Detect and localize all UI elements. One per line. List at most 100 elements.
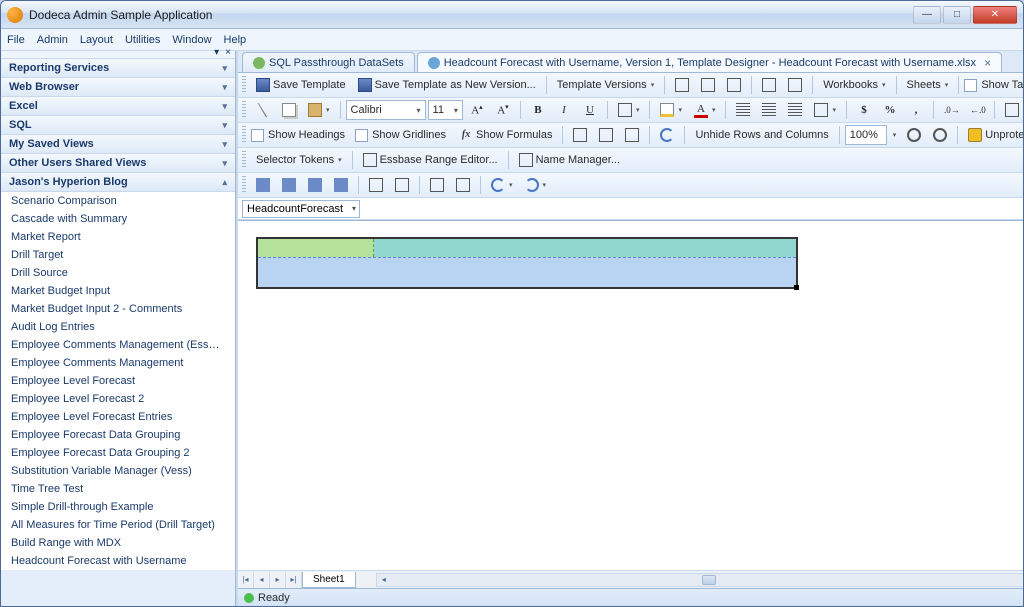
sidebar-item[interactable]: Substitution Variable Manager (Vess) <box>1 462 235 480</box>
sidebar-close-icon[interactable]: × <box>225 47 231 58</box>
tpl-btn-2[interactable] <box>696 75 720 95</box>
font-select[interactable]: Calibri <box>346 100 426 120</box>
name-manager-button[interactable]: Name Manager... <box>514 150 625 170</box>
border-button[interactable]: ▾ <box>613 100 645 120</box>
sidebar-item[interactable]: Cascade with Summary <box>1 210 235 228</box>
menu-utilities[interactable]: Utilities <box>125 34 160 46</box>
zoom-input[interactable]: 100% <box>845 125 887 145</box>
essbase-range-editor-button[interactable]: Essbase Range Editor... <box>358 150 503 170</box>
scroll-left-icon[interactable]: ◂ <box>377 574 391 586</box>
paste-button[interactable]: ▾ <box>303 100 335 120</box>
ess-btn-8[interactable] <box>451 175 475 195</box>
tpl-btn-3[interactable] <box>722 75 746 95</box>
save-template-button[interactable]: Save Template <box>251 75 351 95</box>
freeze-button-1[interactable] <box>568 125 592 145</box>
ess-btn-6[interactable] <box>390 175 414 195</box>
ess-btn-7[interactable] <box>425 175 449 195</box>
ess-btn-3[interactable] <box>303 175 327 195</box>
sidebar-item[interactable]: Drill Target <box>1 246 235 264</box>
undo-button[interactable] <box>655 125 679 145</box>
ess-btn-5[interactable] <box>364 175 388 195</box>
sidebar-section-reporting-services[interactable]: Reporting Services▾ <box>1 59 235 78</box>
tab-sql-passthrough[interactable]: SQL Passthrough DataSets <box>242 52 415 72</box>
menu-admin[interactable]: Admin <box>37 34 68 46</box>
toolbar-grip[interactable] <box>242 151 246 169</box>
sidebar-section-web-browser[interactable]: Web Browser▾ <box>1 78 235 97</box>
sheet-tab-sheet1[interactable]: Sheet1 <box>302 572 356 588</box>
sidebar-section-sql[interactable]: SQL▾ <box>1 116 235 135</box>
sidebar-item[interactable]: Employee Comments Management <box>1 354 235 372</box>
copy-button[interactable] <box>277 100 301 120</box>
ess-btn-2[interactable] <box>277 175 301 195</box>
close-button[interactable]: ✕ <box>973 6 1017 24</box>
tpl-btn-4[interactable] <box>757 75 781 95</box>
scroll-thumb[interactable] <box>702 575 716 585</box>
ess-redo-button[interactable]: ▾ <box>520 175 552 195</box>
sidebar-item[interactable]: Employee Forecast Data Grouping 2 <box>1 444 235 462</box>
sidebar-item[interactable]: Scenario Comparison <box>1 192 235 210</box>
sheet-nav-first[interactable]: |◂ <box>238 572 254 588</box>
sidebar-item[interactable]: Employee Level Forecast 2 <box>1 390 235 408</box>
align-left-button[interactable] <box>731 100 755 120</box>
freeze-button-3[interactable] <box>620 125 644 145</box>
horizontal-scrollbar[interactable]: ◂ ▸ <box>376 573 1024 587</box>
sidebar-item[interactable]: Market Budget Input 2 - Comments <box>1 300 235 318</box>
sidebar-item[interactable]: Market Budget Input <box>1 282 235 300</box>
freeze-button-2[interactable] <box>594 125 618 145</box>
toolbar-grip[interactable] <box>242 101 246 119</box>
ess-btn-4[interactable] <box>329 175 353 195</box>
dec-decimal-button[interactable]: ←.0 <box>965 100 989 120</box>
tab-close-icon[interactable]: × <box>984 56 991 70</box>
show-formulas-button[interactable]: fxShow Formulas <box>454 125 557 145</box>
unhide-button[interactable]: Unhide Rows and Columns <box>690 125 833 145</box>
save-template-as-button[interactable]: Save Template as New Version... <box>353 75 541 95</box>
align-right-button[interactable] <box>783 100 807 120</box>
tab-headcount-forecast[interactable]: Headcount Forecast with Username, Versio… <box>417 52 1002 72</box>
sidebar-item[interactable]: Audit Log Entries <box>1 318 235 336</box>
sidebar-pin-icon[interactable]: ▾ <box>214 47 219 58</box>
sidebar-section-jason-s-hyperion-blog[interactable]: Jason's Hyperion Blog▴ <box>1 173 235 192</box>
spreadsheet[interactable]: ▲ ▼ <box>238 220 1024 570</box>
minimize-button[interactable]: — <box>913 6 941 24</box>
tpl-btn-1[interactable] <box>670 75 694 95</box>
inc-decimal-button[interactable]: .0→ <box>939 100 963 120</box>
align-center-button[interactable] <box>757 100 781 120</box>
zoom-out-button[interactable] <box>928 125 952 145</box>
show-gridlines-checkbox[interactable] <box>355 129 368 142</box>
sidebar-section-other-users-shared-views[interactable]: Other Users Shared Views▾ <box>1 154 235 173</box>
unprotect-sheet-button[interactable]: Unprotect Sheet <box>963 125 1024 145</box>
name-box[interactable]: HeadcountForecast <box>242 200 360 218</box>
sidebar-item[interactable]: Headcount Forecast with Username <box>1 552 235 570</box>
menu-help[interactable]: Help <box>224 34 247 46</box>
sidebar-item[interactable]: Market Report <box>1 228 235 246</box>
underline-button[interactable]: U <box>578 100 602 120</box>
ess-undo-button[interactable]: ▾ <box>486 175 518 195</box>
comma-button[interactable]: , <box>904 100 928 120</box>
show-tabs-checkbox[interactable] <box>964 79 977 92</box>
bold-button[interactable]: B <box>526 100 550 120</box>
toolbar-grip[interactable] <box>242 76 246 94</box>
zoom-in-button[interactable] <box>902 125 926 145</box>
menu-file[interactable]: File <box>7 34 25 46</box>
sidebar-item[interactable]: Drill Source <box>1 264 235 282</box>
sidebar-item[interactable]: Build Range with MDX <box>1 534 235 552</box>
sidebar-section-my-saved-views[interactable]: My Saved Views▾ <box>1 135 235 154</box>
font-size-select[interactable]: 11 <box>428 100 463 120</box>
shrink-font-button[interactable]: A▾ <box>491 100 515 120</box>
show-headings-checkbox[interactable] <box>251 129 264 142</box>
workbooks-dropdown[interactable]: Workbooks▾ <box>818 75 890 95</box>
ess-btn-1[interactable] <box>251 175 275 195</box>
merge-button[interactable]: ▾ <box>809 100 841 120</box>
sidebar-item[interactable]: Employee Forecast Data Grouping <box>1 426 235 444</box>
sheets-dropdown[interactable]: Sheets▾ <box>902 75 954 95</box>
sidebar-item[interactable]: Employee Comments Management (Essbase V.… <box>1 336 235 354</box>
grow-font-button[interactable]: A▴ <box>465 100 489 120</box>
sidebar-item[interactable]: Simple Drill-through Example <box>1 498 235 516</box>
fill-handle[interactable] <box>794 285 799 290</box>
currency-button[interactable]: $ <box>852 100 876 120</box>
sheet-nav-next[interactable]: ▸ <box>270 572 286 588</box>
selector-tokens-dropdown[interactable]: Selector Tokens▾ <box>251 150 347 170</box>
sheet-nav-last[interactable]: ▸| <box>286 572 302 588</box>
toolbar-grip[interactable] <box>242 176 246 194</box>
sidebar-item[interactable]: All Measures for Time Period (Drill Targ… <box>1 516 235 534</box>
